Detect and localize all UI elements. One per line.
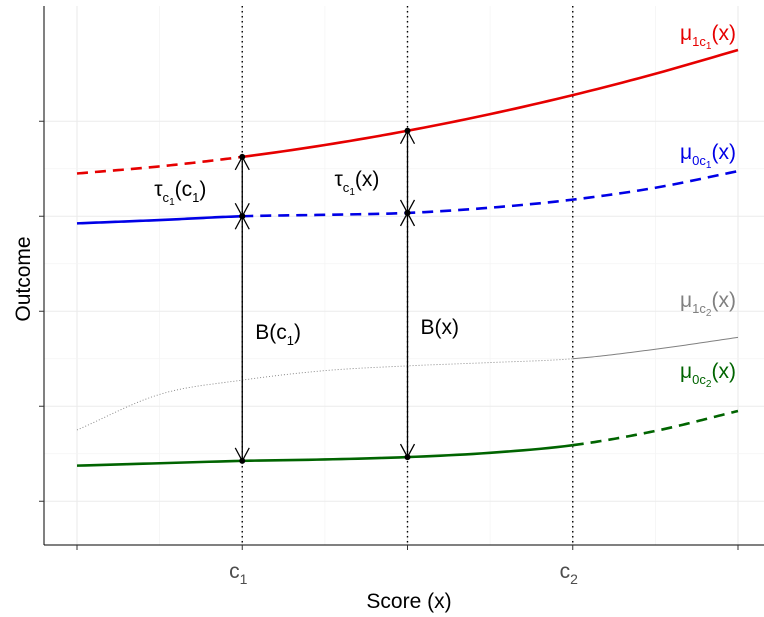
series-line-mu1c1-observed	[242, 48, 739, 159]
annotation-label: B(x)	[421, 316, 460, 339]
series-label-mu1c1: μ1c1(x)	[680, 22, 736, 52]
grid	[44, 6, 764, 545]
x-axis-title: Score (x)	[366, 590, 451, 613]
series-line-mu1c2-unobserved	[76, 358, 573, 431]
plot-panel	[44, 6, 764, 545]
series-layer	[76, 48, 739, 467]
x-tick-label: c1	[229, 560, 248, 587]
series-labels: μ1c1(x) μ0c1(x) μ1c2(x) μ0c2(x)	[680, 22, 736, 390]
arrow-endpoint	[404, 127, 411, 134]
series-line-mu0c2-unobserved	[572, 409, 739, 447]
axes: c1 c2	[39, 6, 764, 587]
annotation-label: τc1(x)	[335, 168, 380, 198]
arrow-endpoint	[239, 153, 246, 160]
series-line-mu0c1-unobserved	[242, 169, 739, 218]
arrow-endpoint	[404, 209, 411, 216]
arrow-endpoint	[239, 457, 246, 464]
series-label-mu1c2: μ1c2(x)	[680, 289, 736, 319]
series-line-mu1c1-unobserved	[76, 155, 243, 175]
series-line-mu1c2-observed	[572, 336, 739, 360]
y-axis-title: Outcome	[12, 236, 35, 321]
series-label-mu0c1: μ0c1(x)	[680, 141, 736, 171]
series-label-mu0c2: μ0c2(x)	[680, 360, 736, 390]
annotation-label: τc1(c1)	[154, 178, 206, 208]
annotation-layer: τc1(c1) τc1(x) B(c1) B(x)	[154, 127, 460, 464]
arrow-endpoint	[404, 454, 411, 461]
x-tick-label: c2	[560, 560, 579, 587]
arrow-endpoint	[239, 213, 246, 220]
series-line-mu0c1-observed	[76, 214, 243, 225]
annotation-label: B(c1)	[255, 321, 301, 348]
series-line-mu0c2-observed	[76, 443, 573, 467]
